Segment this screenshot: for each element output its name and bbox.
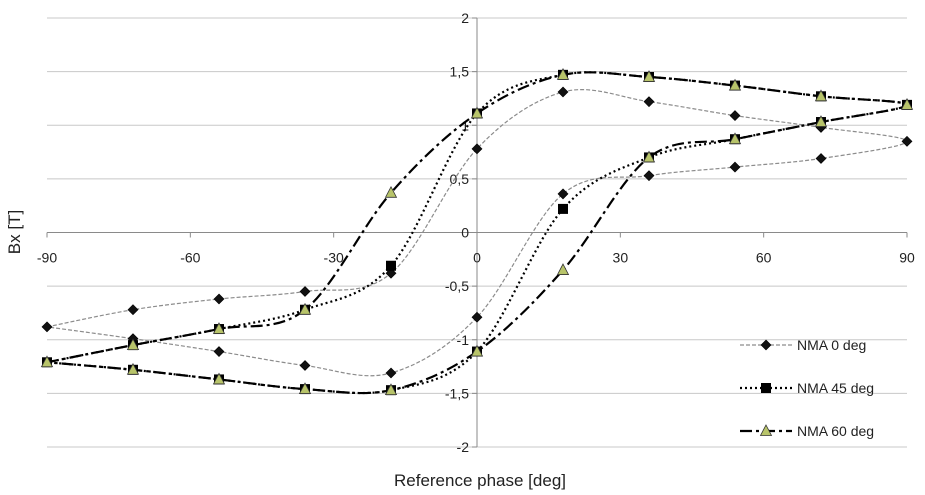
legend-marker	[761, 383, 771, 393]
data-point-nma-60-deg	[900, 98, 914, 110]
data-point-nma-0-deg	[213, 293, 225, 305]
data-point-nma-60-deg	[642, 70, 656, 82]
data-point-nma-0-deg	[471, 143, 483, 155]
data-point-nma-60-deg	[642, 150, 656, 163]
data-point-nma-60-deg	[384, 383, 398, 396]
x-axis-label: Reference phase [deg]	[394, 471, 566, 490]
y-axis-label: Bx [T]	[5, 210, 24, 254]
y-tick-label: -1,5	[445, 385, 469, 401]
data-point-nma-60-deg	[126, 338, 140, 351]
data-point-nma-60-deg	[470, 344, 484, 357]
data-point-nma-60-deg	[814, 89, 828, 102]
legend: NMA 0 deg NMA 45 deg NMA 60 deg	[740, 337, 874, 439]
y-tick-label: -0,5	[445, 278, 469, 294]
data-point-nma-60-deg	[384, 185, 398, 198]
legend-entry-nma-0-deg: NMA 0 deg	[740, 337, 866, 353]
y-tick-label: 0,5	[450, 171, 470, 187]
data-point-nma-0-deg	[643, 170, 655, 182]
x-tick-label: -60	[180, 250, 200, 266]
data-point-nma-0-deg	[729, 110, 741, 122]
y-tick-label: 0	[461, 225, 469, 241]
x-tick-label: -90	[37, 250, 57, 266]
data-point-nma-0-deg	[299, 360, 311, 371]
data-point-nma-45-deg	[386, 260, 396, 271]
y-tick-label: 1,5	[450, 64, 470, 80]
legend-marker	[759, 424, 773, 436]
data-point-nma-60-deg	[298, 382, 312, 394]
y-tick-label: -1	[457, 332, 470, 348]
data-point-nma-60-deg	[298, 302, 312, 315]
data-point-nma-0-deg	[815, 153, 827, 164]
axes	[46, 17, 908, 448]
data-point-nma-60-deg	[470, 106, 484, 119]
data-point-nma-60-deg	[728, 132, 742, 145]
data-point-nma-0-deg	[41, 321, 53, 333]
x-tick-label: 0	[473, 250, 481, 266]
data-point-nma-0-deg	[557, 86, 569, 98]
data-point-nma-60-deg	[814, 115, 828, 127]
series-markers	[40, 67, 914, 396]
data-point-nma-60-deg	[556, 67, 570, 80]
legend-entry-nma-45-deg: NMA 45 deg	[740, 380, 874, 396]
data-point-nma-45-deg	[558, 203, 568, 214]
legend-entry-nma-60-deg: NMA 60 deg	[740, 423, 874, 439]
data-point-nma-0-deg	[729, 161, 741, 173]
data-point-nma-60-deg	[556, 263, 570, 275]
legend-label: NMA 0 deg	[797, 337, 866, 353]
x-tick-label: -30	[324, 250, 344, 266]
data-point-nma-0-deg	[127, 304, 139, 316]
data-point-nma-0-deg	[385, 267, 397, 279]
data-point-nma-60-deg	[126, 362, 140, 375]
legend-label: NMA 45 deg	[797, 380, 874, 396]
data-point-nma-60-deg	[212, 322, 226, 334]
data-point-nma-0-deg	[213, 346, 225, 357]
data-point-nma-0-deg	[643, 96, 655, 108]
data-point-nma-0-deg	[385, 367, 397, 379]
y-tick-label: 2	[461, 10, 469, 26]
x-tick-label: 30	[613, 250, 629, 266]
data-point-nma-0-deg	[299, 286, 311, 297]
y-tick-label: -2	[457, 439, 470, 455]
data-point-nma-60-deg	[728, 78, 742, 91]
x-tick-label: 60	[756, 250, 772, 266]
y-tick-label: 1	[461, 117, 469, 133]
data-point-nma-60-deg	[40, 355, 54, 368]
legend-label: NMA 60 deg	[797, 423, 874, 439]
data-point-nma-60-deg	[212, 372, 226, 385]
data-point-nma-0-deg	[471, 311, 483, 323]
data-point-nma-0-deg	[901, 135, 913, 147]
data-point-nma-0-deg	[557, 188, 569, 200]
legend-marker	[760, 339, 772, 351]
x-tick-label: 90	[899, 250, 915, 266]
